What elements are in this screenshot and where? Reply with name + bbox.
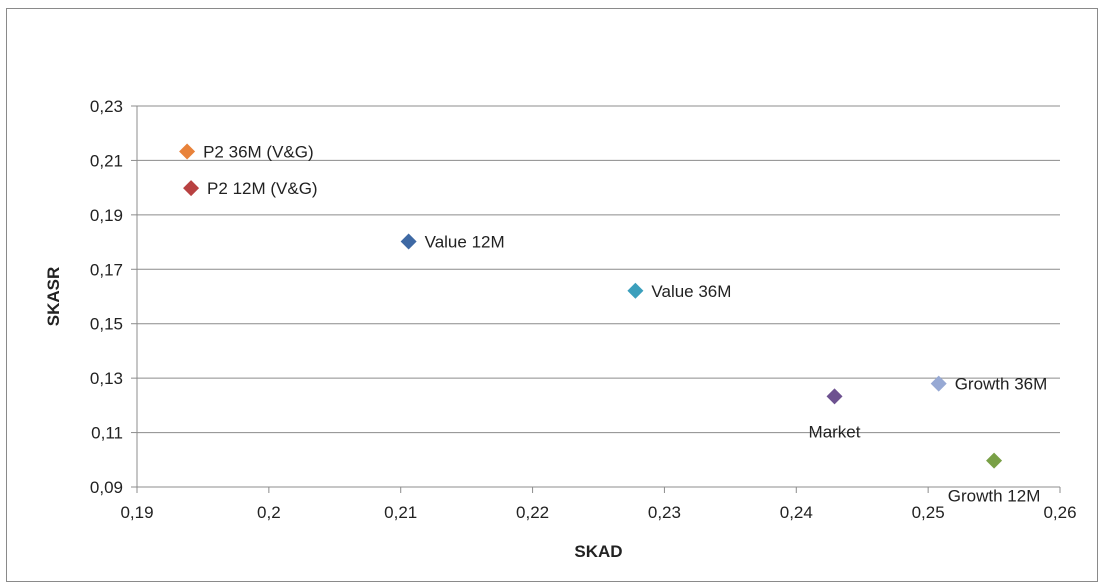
data-point-label: Value 12M	[425, 233, 505, 252]
y-tick-label: 0,23	[90, 97, 123, 116]
data-point-marker	[179, 143, 196, 160]
y-axis-title: SKASR	[44, 267, 63, 327]
chart-frame: 0,09 0,11 0,13 0,15 0,17 0,19 0,21 0,23 0,19 0,2 0…	[6, 8, 1098, 582]
data-point-label: P2 12M (V&G)	[207, 179, 318, 198]
x-axis-title: SKAD	[574, 542, 622, 561]
data-point-label: Growth 36M	[955, 375, 1048, 394]
y-tick-label: 0,17	[90, 260, 123, 279]
y-tick-label: 0,11	[91, 424, 123, 443]
data-point-marker	[826, 388, 843, 405]
x-tick-label: 0,2	[257, 503, 281, 522]
data-point-marker	[986, 452, 1003, 469]
data-point-label: P2 36M (V&G)	[203, 142, 314, 161]
x-tick-label: 0,21	[384, 503, 417, 522]
data-point-marker	[627, 282, 644, 299]
scatter-chart: 0,09 0,11 0,13 0,15 0,17 0,19 0,21 0,23 0,19 0,2 0…	[44, 97, 1077, 561]
data-points	[179, 143, 1003, 469]
data-point-label: Market	[809, 422, 861, 441]
data-point-marker	[930, 375, 947, 392]
x-tick-label: 0,26	[1043, 503, 1076, 522]
data-point-label: Value 36M	[651, 282, 731, 301]
point-labels: P2 36M (V&G) P2 12M (V&G) Value 12M Value 3…	[203, 142, 1047, 505]
data-point-marker	[183, 180, 200, 197]
x-tick-label: 0,22	[516, 503, 549, 522]
tick-labels: 0,09 0,11 0,13 0,15 0,17 0,19 0,21 0,23 0,19 0,2 0…	[90, 97, 1077, 522]
x-tick-label: 0,24	[780, 503, 813, 522]
y-tick-label: 0,09	[90, 478, 123, 497]
x-tick-label: 0,19	[120, 503, 153, 522]
gridlines	[137, 105, 1060, 434]
x-tick-label: 0,25	[912, 503, 945, 522]
y-tick-label: 0,15	[90, 315, 123, 334]
data-point-marker	[400, 233, 417, 250]
axes	[131, 105, 1061, 493]
y-tick-label: 0,21	[90, 151, 123, 170]
y-tick-label: 0,19	[90, 206, 123, 225]
data-point-label: Growth 12M	[948, 487, 1041, 506]
x-tick-label: 0,23	[648, 503, 681, 522]
y-tick-label: 0,13	[90, 369, 123, 388]
